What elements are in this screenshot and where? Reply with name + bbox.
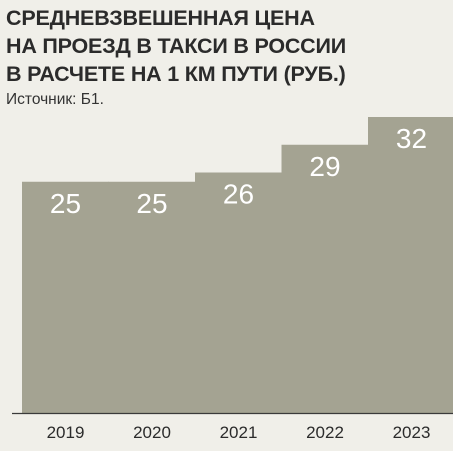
bar-2021 [195, 172, 282, 413]
chart-title: СРЕДНЕВЗВЕШЕННАЯ ЦЕНА НА ПРОЕЗД В ТАКСИ … [6, 4, 451, 88]
bar-value-label-2019: 25 [50, 188, 81, 219]
x-tick-label-2019: 2019 [47, 423, 85, 442]
x-tick-labels: 2019 2020 2021 2022 2023 [47, 423, 431, 442]
x-tick-label-2023: 2023 [393, 423, 431, 442]
bar-value-label-2020: 25 [136, 188, 167, 219]
chart-source: Источник: Б1. [6, 91, 104, 108]
bars-group: 25 25 26 29 32 [22, 117, 453, 413]
bar-value-label-2021: 26 [223, 179, 254, 210]
x-tick-label-2021: 2021 [220, 423, 258, 442]
chart-title-line-3: В РАСЧЕТЕ НА 1 КМ ПУТИ (РУБ.) [6, 62, 346, 86]
x-tick-label-2020: 2020 [133, 423, 171, 442]
bar-2023 [368, 117, 453, 413]
bar-value-label-2023: 32 [396, 123, 427, 154]
x-tick-label-2022: 2022 [306, 423, 344, 442]
bar-2020 [108, 181, 196, 413]
bar-2022 [281, 144, 369, 413]
chart-title-line-2: НА ПРОЕЗД В ТАКСИ В РОССИИ [6, 34, 346, 58]
chart-title-line-1: СРЕДНЕВЗВЕШЕННАЯ ЦЕНА [6, 6, 315, 30]
bar-2019 [22, 181, 109, 413]
bar-value-label-2022: 29 [309, 151, 340, 182]
